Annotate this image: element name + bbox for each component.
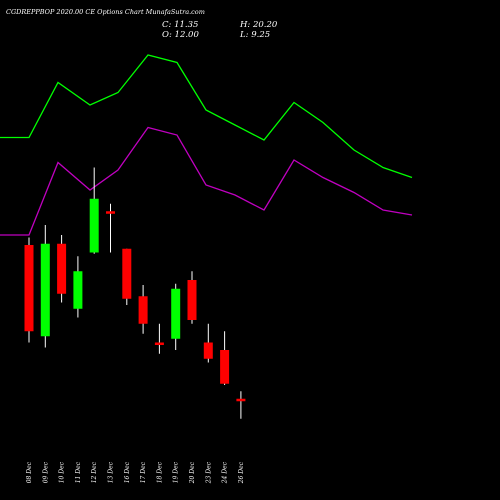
x-tick-label: 26 Dec <box>238 461 245 484</box>
candle-down <box>122 248 132 299</box>
x-tick-label: 10 Dec <box>59 461 66 483</box>
x-tick-label: 12 Dec <box>91 461 98 483</box>
x-tick-label: 24 Dec <box>222 461 229 484</box>
x-tick-label: 11 Dec <box>75 461 82 483</box>
candle-up <box>171 288 181 339</box>
x-tick-label: 09 Dec <box>42 461 49 483</box>
x-tick-label: 17 Dec <box>140 461 147 483</box>
x-tick-label: 16 Dec <box>124 461 131 483</box>
x-tick-label: 19 Dec <box>173 461 180 483</box>
candle-up <box>40 243 50 337</box>
candle-down <box>187 280 197 320</box>
open-value: O: 12.00 <box>162 30 199 40</box>
x-tick-label: 13 Dec <box>108 461 115 483</box>
candle-down <box>220 350 230 384</box>
x-tick-label: 18 Dec <box>156 461 163 483</box>
close-value: C: 11.35 <box>162 20 199 30</box>
candle-down <box>236 398 246 402</box>
low-value: L: 9.25 <box>240 30 271 40</box>
candle-down <box>106 211 115 214</box>
candle-down <box>154 342 164 345</box>
candle-up <box>89 198 99 253</box>
x-tick-label: 08 Dec <box>26 461 33 483</box>
candle-up <box>73 271 83 309</box>
candle-down <box>57 243 67 294</box>
upper-band-line <box>0 54 413 179</box>
candle-down <box>24 245 34 332</box>
x-tick-label: 20 Dec <box>189 461 196 484</box>
chart-title: CGDREPPBOP 2020.00 CE Options Chart Muna… <box>6 8 205 16</box>
high-value: H: 20.20 <box>240 20 278 30</box>
x-tick-label: 23 Dec <box>205 461 212 484</box>
candle-down <box>203 342 213 359</box>
lower-band-line <box>0 126 413 236</box>
candle-down <box>138 296 148 324</box>
